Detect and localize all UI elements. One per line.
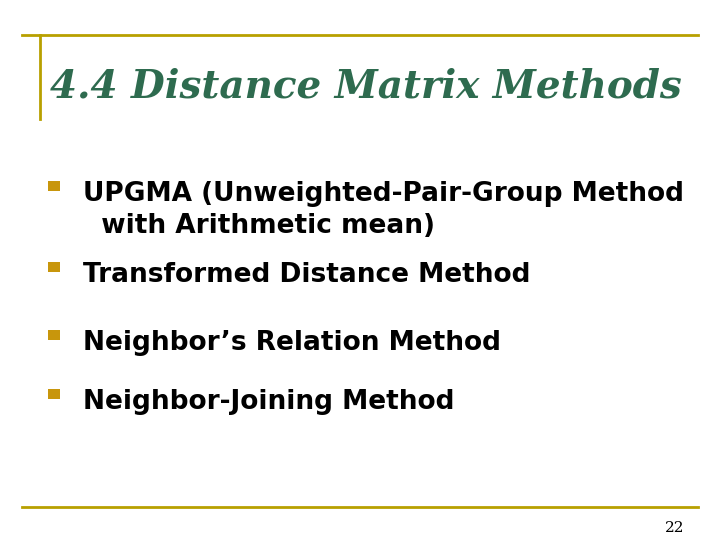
Text: Neighbor’s Relation Method: Neighbor’s Relation Method [83,330,501,356]
FancyBboxPatch shape [48,389,60,399]
Text: UPGMA (Unweighted-Pair-Group Method
  with Arithmetic mean): UPGMA (Unweighted-Pair-Group Method with… [83,181,684,239]
Text: 22: 22 [665,521,684,535]
FancyBboxPatch shape [48,330,60,340]
FancyBboxPatch shape [48,262,60,272]
Text: Neighbor-Joining Method: Neighbor-Joining Method [83,389,454,415]
Text: Transformed Distance Method: Transformed Distance Method [83,262,531,288]
FancyBboxPatch shape [48,181,60,191]
Text: 4.4 Distance Matrix Methods: 4.4 Distance Matrix Methods [50,68,682,105]
